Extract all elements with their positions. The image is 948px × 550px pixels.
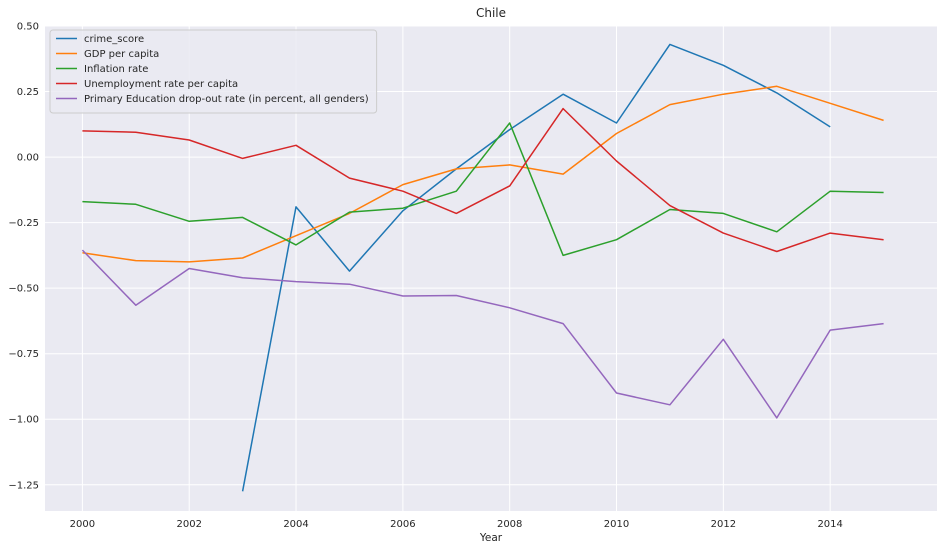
x-tick-label: 2010 [604,519,629,530]
x-tick-label: 2002 [176,519,201,530]
y-tick-label: −0.75 [8,349,39,360]
x-axis-title: Year [479,532,503,544]
legend-label: crime_score [84,34,144,45]
x-tick-label: 2004 [283,519,308,530]
y-tick-label: −0.25 [8,218,39,229]
legend-label: Unemployment rate per capita [84,79,238,90]
legend-label: GDP per capita [84,49,159,60]
legend-label: Primary Education drop-out rate (in perc… [84,94,369,105]
series-line-4 [81,249,884,419]
x-tick-label: 2008 [497,519,522,530]
series-lines [81,43,884,492]
chart-title: Chile [476,6,506,20]
series-line-2 [82,122,884,257]
x-tick-label: 2000 [70,519,95,530]
series-line-3 [82,107,884,253]
tick-labels: 0.50 0.25 0.00 −0.25 −0.50 −0.75 −1.00 −1.25 200… [8,22,843,531]
x-tick-label: 2012 [711,519,736,530]
legend-box [49,29,378,114]
x-tick-label: 2014 [817,519,842,530]
y-tick-label: −1.00 [8,415,39,426]
y-tick-label: −0.50 [8,284,39,295]
legend-label: Inflation rate [84,64,148,75]
y-tick-label: 0.00 [17,153,39,164]
series-line-0 [241,43,831,492]
legend: crime_score GDP per capita Inflation rate U… [49,29,378,114]
y-tick-label: −1.25 [8,480,39,491]
series-line-1 [82,85,884,263]
y-tick-label: 0.25 [17,87,39,98]
x-tick-label: 2006 [390,519,415,530]
y-tick-label: 0.50 [17,22,39,33]
